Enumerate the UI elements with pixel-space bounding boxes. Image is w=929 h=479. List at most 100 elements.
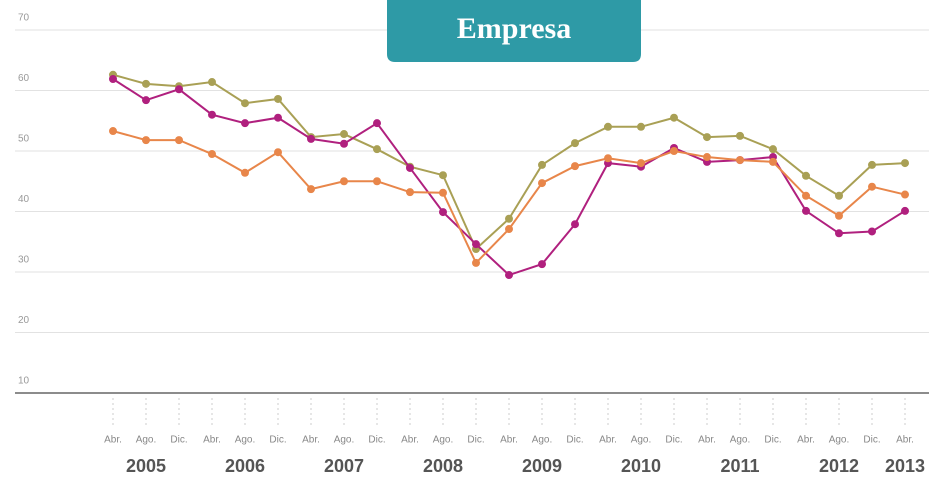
data-point (340, 130, 348, 139)
data-point (109, 127, 117, 136)
x-tick-label: Ago. (829, 435, 850, 446)
data-point (241, 119, 249, 128)
data-point (802, 191, 810, 200)
title-box (387, 0, 641, 62)
x-tick-label: Dic. (269, 435, 286, 446)
series-line (112, 78, 906, 277)
y-tick-label: 70 (18, 13, 30, 24)
y-tick-label: 60 (18, 73, 30, 84)
x-tick-label: Abr. (500, 435, 518, 446)
data-point (175, 85, 183, 94)
data-point (538, 179, 546, 188)
data-point (274, 94, 282, 103)
data-point (142, 96, 150, 105)
year-label: 2011 (720, 456, 759, 476)
data-point (175, 136, 183, 145)
x-tick-label: Dic. (467, 435, 484, 446)
data-point (637, 122, 645, 131)
data-point (604, 122, 612, 131)
x-tick-label: Abr. (698, 435, 716, 446)
x-tick-label: Ago. (334, 435, 355, 446)
data-point (406, 188, 414, 197)
y-tick-label: 20 (18, 315, 30, 326)
x-tick-label: Abr. (599, 435, 617, 446)
x-tick-label: Abr. (896, 435, 914, 446)
data-point (505, 214, 513, 223)
data-point (868, 182, 876, 191)
data-point (901, 159, 909, 168)
year-label: 2012 (819, 456, 859, 476)
data-point (670, 113, 678, 122)
data-point (571, 220, 579, 229)
x-tick-label: Dic. (863, 435, 880, 446)
x-tick-label: Ago. (136, 435, 157, 446)
data-point (538, 160, 546, 169)
x-tick-label: Abr. (302, 435, 320, 446)
series-line (112, 73, 906, 251)
x-tick-label: Abr. (401, 435, 419, 446)
data-point (208, 110, 216, 119)
chart-title: Empresa (457, 12, 571, 45)
data-point (208, 78, 216, 87)
x-tick-label: Dic. (764, 435, 781, 446)
data-point (604, 154, 612, 163)
data-point (340, 177, 348, 186)
data-point (505, 271, 513, 280)
y-tick-label: 40 (18, 194, 30, 205)
data-point (208, 150, 216, 159)
x-tick-label: Ago. (433, 435, 454, 446)
data-point (241, 168, 249, 177)
data-point (835, 229, 843, 238)
x-tick-label: Dic. (368, 435, 385, 446)
data-point (373, 119, 381, 128)
year-label: 2013 (885, 456, 925, 476)
y-tick-label: 50 (18, 134, 30, 145)
data-point (142, 79, 150, 88)
x-tick-label: Dic. (170, 435, 187, 446)
year-label: 2008 (423, 456, 463, 476)
year-label: 2010 (621, 456, 661, 476)
data-point (835, 211, 843, 220)
data-point (769, 145, 777, 154)
data-point (703, 133, 711, 142)
data-point (307, 185, 315, 194)
data-point (505, 225, 513, 234)
data-point (142, 136, 150, 145)
data-point (274, 148, 282, 157)
year-label: 2006 (225, 456, 265, 476)
y-tick-label: 30 (18, 255, 30, 266)
data-point (670, 147, 678, 155)
data-point (835, 191, 843, 200)
data-point (802, 171, 810, 180)
data-point (439, 171, 447, 180)
data-point (571, 162, 579, 171)
data-point (901, 190, 909, 199)
data-point (274, 113, 282, 122)
x-tick-label: Dic. (566, 435, 583, 446)
data-point (307, 134, 315, 143)
data-point (439, 208, 447, 217)
data-point (736, 156, 744, 165)
data-point (373, 145, 381, 154)
data-point (340, 139, 348, 148)
y-tick-label: 10 (18, 376, 30, 387)
x-tick-label: Ago. (235, 435, 256, 446)
x-tick-label: Ago. (730, 435, 751, 446)
data-point (373, 177, 381, 186)
data-point (439, 188, 447, 197)
data-point (109, 75, 117, 84)
data-point (703, 153, 711, 162)
x-tick-label: Ago. (532, 435, 553, 446)
x-tick-label: Abr. (797, 435, 815, 446)
data-point (802, 206, 810, 215)
data-point (901, 206, 909, 215)
data-point (736, 131, 744, 140)
data-point (472, 258, 480, 267)
year-label: 2007 (324, 456, 364, 476)
x-tick-label: Abr. (104, 435, 122, 446)
year-label: 2009 (522, 456, 562, 476)
data-point (571, 139, 579, 148)
data-point (538, 260, 546, 269)
data-point (868, 227, 876, 236)
